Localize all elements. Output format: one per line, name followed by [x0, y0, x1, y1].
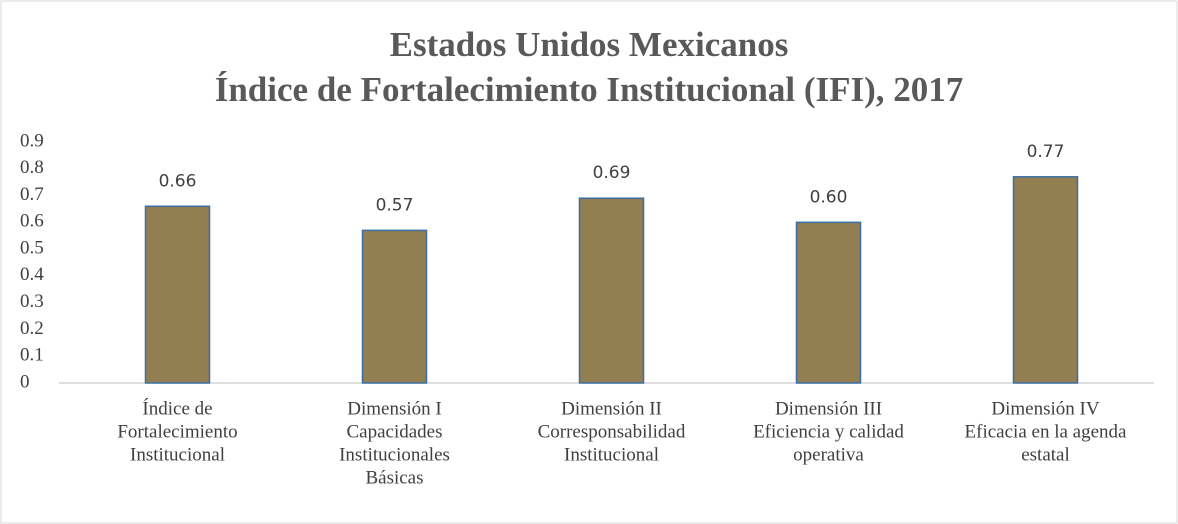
chart-title: Estados Unidos Mexicanos	[390, 25, 789, 64]
bar	[1012, 176, 1079, 384]
x-tick-label: Dimensión I	[347, 398, 441, 419]
y-tick-label: 0.7	[20, 184, 44, 205]
x-tick-label: operativa	[793, 444, 864, 465]
x-tick-label: Capacidades	[346, 421, 442, 442]
bar	[144, 205, 211, 384]
x-tick-label: Índice de	[142, 397, 212, 419]
chart-title: Índice de Fortalecimiento Institucional …	[215, 70, 964, 109]
y-tick-label: 0.1	[20, 345, 44, 366]
x-tick-label: Corresponsabilidad	[538, 421, 686, 442]
value-label: 0.57	[376, 195, 414, 215]
value-label: 0.60	[810, 187, 848, 207]
y-tick-label: 0.3	[20, 291, 44, 312]
x-tick-label: Dimensión III	[775, 398, 882, 419]
x-tick-label: Institucionales	[339, 444, 450, 465]
x-tick-label: Fortalecimiento	[117, 421, 237, 442]
y-tick-label: 0.2	[20, 318, 44, 339]
bar	[795, 221, 862, 384]
x-tick-label: Institucional	[564, 444, 659, 465]
x-tick-label: Institucional	[130, 444, 225, 465]
x-tick-label: estatal	[1021, 444, 1070, 465]
value-label: 0.77	[1027, 142, 1065, 162]
value-label: 0.69	[593, 163, 631, 183]
x-tick-label: Eficacia en la agenda	[965, 421, 1127, 442]
y-tick-label: 0.8	[20, 157, 44, 178]
x-tick-label: Básicas	[365, 467, 423, 488]
bar	[361, 229, 428, 384]
y-tick-label: 0.9	[20, 130, 44, 151]
y-tick-label: 0.4	[20, 264, 44, 285]
y-tick-label: 0.5	[20, 237, 44, 258]
bar	[578, 197, 645, 384]
value-label: 0.66	[159, 171, 197, 191]
x-tick-label: Eficiencia y calidad	[753, 421, 904, 442]
x-tick-label: Dimensión IV	[991, 398, 1099, 419]
x-tick-label: Dimensión II	[561, 398, 662, 419]
y-tick-label: 0	[20, 371, 30, 392]
y-tick-label: 0.6	[20, 211, 44, 232]
